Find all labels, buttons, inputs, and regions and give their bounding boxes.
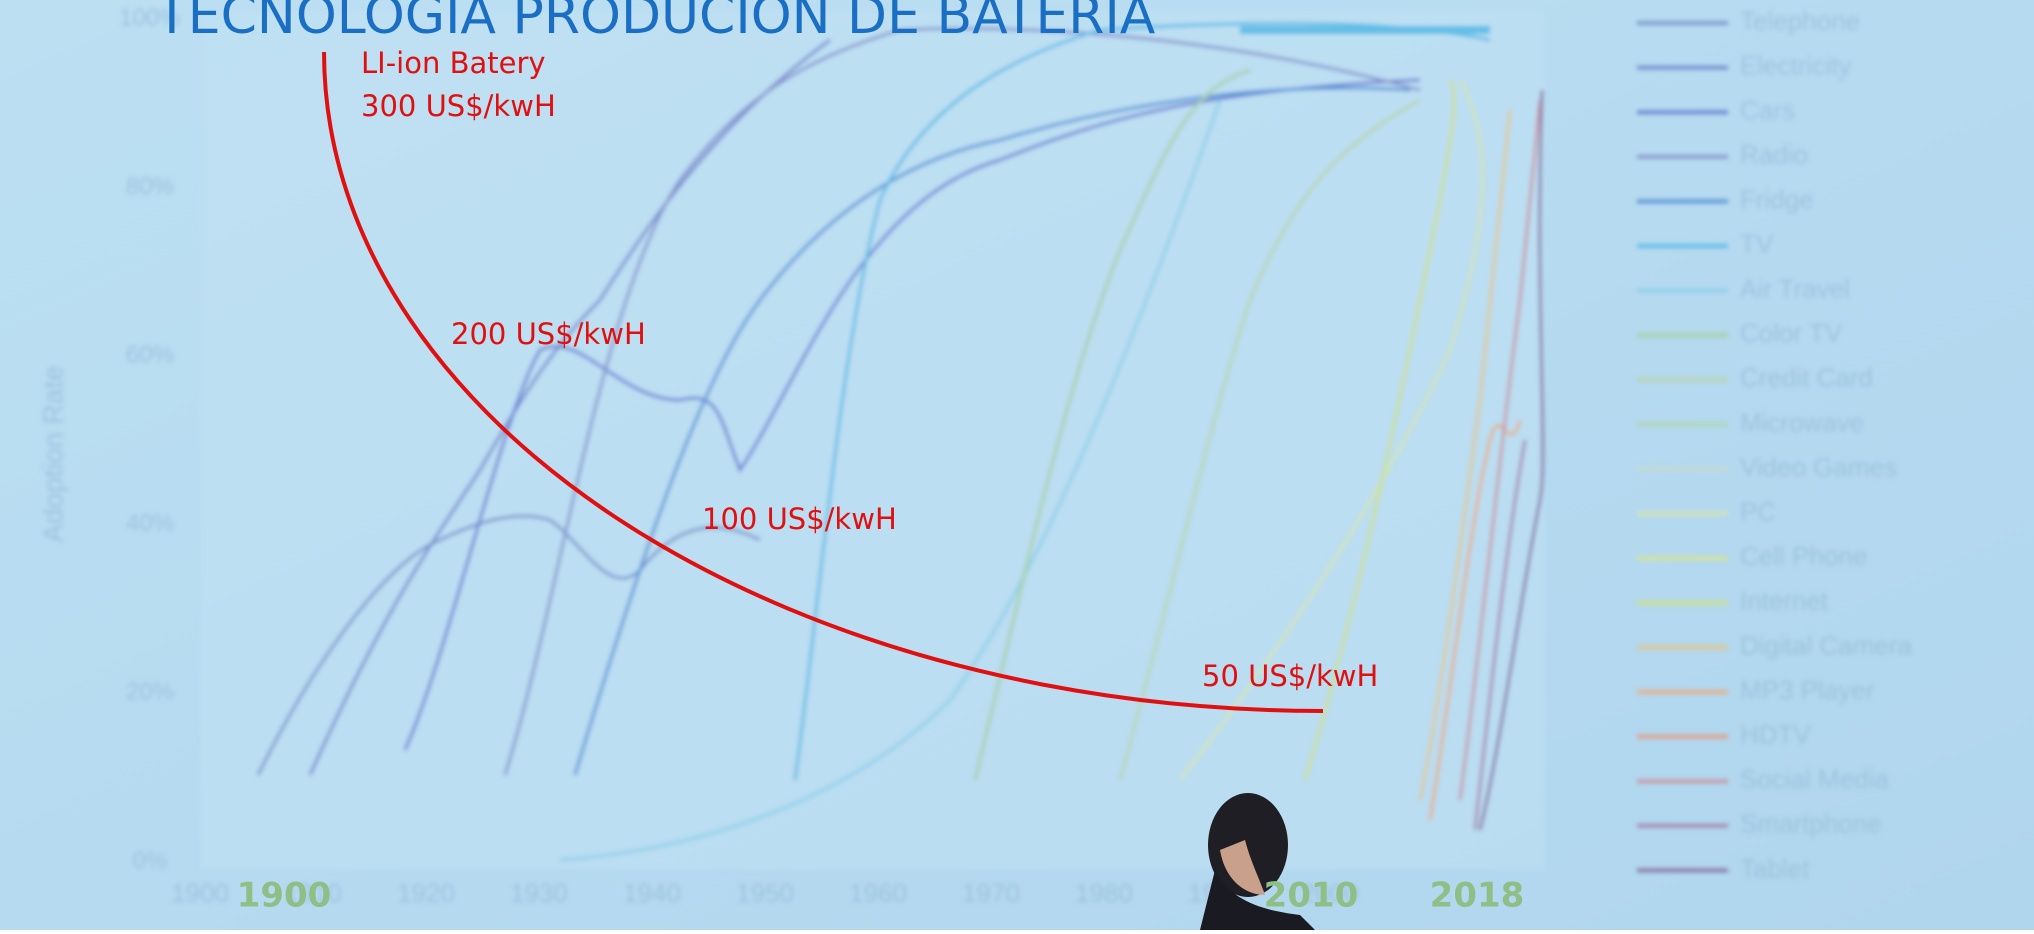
x-tick-label: 1940 — [623, 878, 681, 908]
year-label: 2018 — [1430, 876, 1525, 916]
legend-label: Internet — [1740, 586, 1829, 616]
annotation: 50 US$/kwH — [1202, 659, 1378, 693]
y-tick-label: 20% — [126, 679, 174, 706]
plot-area — [200, 10, 1545, 870]
x-tick-label: 1970 — [962, 878, 1020, 908]
slide-title: TECNOLOGIA PRODUCION DE BATERIA — [155, 0, 1156, 46]
legend-label: Tablet — [1740, 853, 1810, 883]
y-tick-label: 60% — [126, 342, 174, 369]
legend-label: HDTV — [1740, 719, 1811, 749]
legend-label: Credit Card — [1740, 363, 1873, 393]
annotation: LI-ion Batery — [361, 46, 546, 80]
legend-label: Color TV — [1740, 318, 1843, 348]
legend-label: MP3 Player — [1740, 675, 1875, 705]
legend-label: Telephone — [1740, 6, 1860, 36]
legend-label: Electricity — [1740, 50, 1851, 80]
legend-label: Social Media — [1740, 764, 1889, 794]
legend-label: PC — [1740, 496, 1776, 526]
x-tick-label: 1920 — [397, 878, 455, 908]
legend-label: Air Travel — [1740, 273, 1850, 303]
y-tick-label: 80% — [126, 173, 174, 200]
x-tick-label: 1930 — [510, 878, 568, 908]
y-tick-label: 0% — [133, 847, 168, 874]
year-label: 1900 — [237, 876, 332, 916]
legend-label: Microwave — [1740, 407, 1864, 437]
legend-label: Cell Phone — [1740, 541, 1867, 571]
page: Adoption Rate 100%80%60%40%20%0%19001910… — [0, 0, 2034, 930]
legend-label: Smartphone — [1740, 809, 1882, 839]
x-tick-label: 1950 — [736, 878, 794, 908]
annotation: 300 US$/kwH — [361, 89, 556, 123]
legend-label: Radio — [1740, 140, 1808, 170]
legend-label: Cars — [1740, 95, 1795, 125]
annotation: 100 US$/kwH — [702, 502, 897, 536]
year-label: 2010 — [1264, 876, 1359, 916]
x-tick-label: 1980 — [1075, 878, 1133, 908]
annotation: 200 US$/kwH — [451, 317, 646, 351]
legend-label: Video Games — [1740, 452, 1897, 482]
y-axis-label: Adoption Rate — [37, 365, 68, 542]
y-tick-label: 40% — [126, 510, 174, 537]
legend-label: Digital Camera — [1740, 630, 1912, 660]
x-tick-label: 1900 — [171, 878, 229, 908]
legend-label: Fridge — [1740, 184, 1814, 214]
legend-label: TV — [1740, 229, 1774, 259]
x-tick-label: 1960 — [849, 878, 907, 908]
slide: Adoption Rate 100%80%60%40%20%0%19001910… — [0, 0, 2034, 930]
